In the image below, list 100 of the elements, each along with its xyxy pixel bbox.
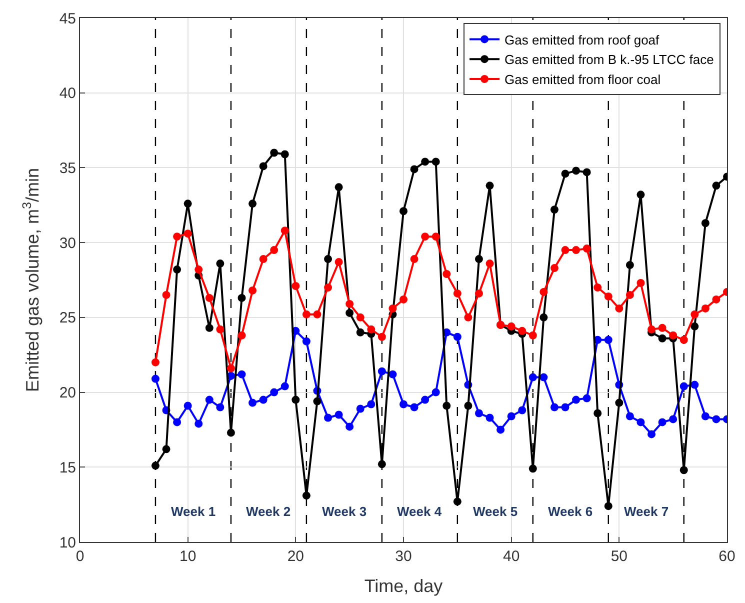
y-tick-label: 25 <box>59 310 76 327</box>
point <box>636 418 645 426</box>
point <box>226 364 235 372</box>
point <box>464 402 472 410</box>
point <box>582 168 591 176</box>
point <box>442 270 451 278</box>
point <box>378 332 386 341</box>
point <box>690 380 699 389</box>
point <box>486 260 494 268</box>
point <box>594 409 602 418</box>
point <box>572 166 580 175</box>
point <box>658 324 666 332</box>
point <box>453 498 462 506</box>
point <box>648 325 656 334</box>
point <box>184 230 192 238</box>
point <box>410 165 418 174</box>
point <box>507 322 516 330</box>
point <box>280 382 289 390</box>
point <box>432 158 440 166</box>
point <box>594 283 602 292</box>
point <box>712 182 720 190</box>
point <box>582 394 591 402</box>
point <box>540 373 548 382</box>
y-tick-label: 10 <box>59 534 76 552</box>
point <box>173 232 182 241</box>
point <box>626 290 634 299</box>
y-tick-label: 30 <box>59 234 76 252</box>
x-tick-label: 20 <box>287 548 304 565</box>
x-tick-label: 0 <box>76 548 84 565</box>
point <box>334 183 343 192</box>
point <box>346 422 354 431</box>
point <box>292 282 300 290</box>
point <box>636 190 645 199</box>
point <box>572 246 580 254</box>
annotation: Week 6 <box>548 504 593 519</box>
point <box>540 288 548 296</box>
point <box>442 402 451 410</box>
point <box>669 331 678 340</box>
point <box>248 200 257 208</box>
point <box>226 428 235 437</box>
x-tick-label: 50 <box>610 548 628 565</box>
point <box>173 266 182 274</box>
point <box>238 370 246 378</box>
point <box>518 326 526 335</box>
point <box>259 162 268 170</box>
annotation: Week 5 <box>473 504 518 519</box>
point <box>388 304 397 312</box>
point <box>216 403 224 412</box>
point <box>550 206 558 214</box>
point <box>205 324 214 332</box>
point <box>292 396 300 404</box>
legend-label: Gas emitted from roof goaf <box>504 32 660 48</box>
point <box>388 370 397 378</box>
point <box>205 396 214 404</box>
point <box>356 328 364 336</box>
annotation: Week 1 <box>171 504 216 519</box>
point <box>550 264 558 272</box>
x-tick-label: 30 <box>395 548 412 565</box>
point <box>378 367 386 376</box>
point <box>270 246 278 254</box>
point <box>238 294 246 302</box>
point <box>496 426 505 434</box>
point <box>346 300 354 308</box>
annotation: Week 3 <box>322 504 367 519</box>
point <box>432 388 440 396</box>
point <box>669 415 678 424</box>
x-tick-label: 10 <box>179 548 196 565</box>
point <box>302 310 310 318</box>
point <box>280 150 289 158</box>
point <box>680 382 688 390</box>
point <box>528 331 537 340</box>
y-tick-label: 20 <box>59 384 76 402</box>
point <box>540 313 548 322</box>
point <box>248 286 257 294</box>
annotation: Week 7 <box>624 504 669 519</box>
point <box>474 409 483 418</box>
point <box>162 445 170 454</box>
point <box>378 460 386 468</box>
x-tick-label: 40 <box>502 548 520 565</box>
point <box>680 336 688 344</box>
point <box>464 313 472 322</box>
point <box>550 403 558 412</box>
point <box>561 170 570 178</box>
point <box>421 232 430 241</box>
point <box>367 400 376 408</box>
point <box>205 294 214 302</box>
point <box>400 400 408 408</box>
legend-label: Gas emitted from floor coal <box>504 72 661 88</box>
point <box>474 289 483 298</box>
y-tick-label: 45 <box>59 10 76 28</box>
point <box>712 415 720 424</box>
point <box>173 418 182 426</box>
point <box>701 412 710 420</box>
point <box>270 388 278 396</box>
point <box>324 283 332 292</box>
point <box>507 412 516 420</box>
point <box>216 260 224 268</box>
point <box>184 200 192 208</box>
point <box>582 244 591 253</box>
point <box>626 261 634 270</box>
